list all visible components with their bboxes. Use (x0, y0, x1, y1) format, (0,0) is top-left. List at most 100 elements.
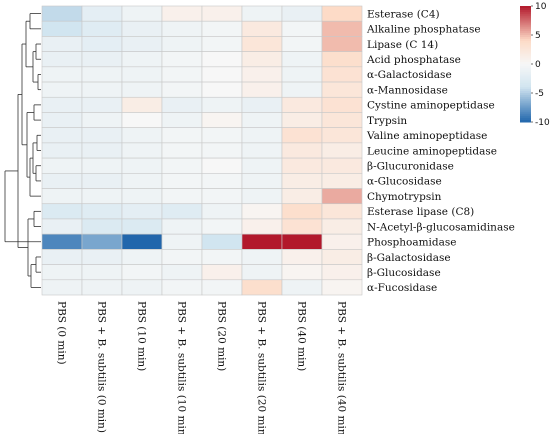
colorbar-segment (520, 21, 531, 24)
row-label: Phosphoamidase (367, 237, 457, 249)
heatmap-cell (321, 5, 363, 22)
column-label: PBS (10 min) (136, 301, 148, 371)
heatmap-cell (161, 127, 203, 144)
heatmap-cell (321, 112, 363, 128)
heatmap-cell (281, 142, 323, 159)
heatmap-cell (281, 188, 323, 205)
heatmap-cell (281, 112, 323, 128)
heatmap-cell (281, 96, 323, 113)
heatmap-cell (81, 81, 123, 98)
row-label: α-Glucosidase (367, 176, 442, 188)
heatmap-cell (161, 173, 203, 189)
heatmap-cell (281, 66, 323, 83)
heatmap-cell (241, 264, 283, 281)
colorbar-segment (520, 112, 531, 115)
colorbar-segment (520, 31, 531, 34)
heatmap-cell (241, 5, 283, 22)
colorbar-segment (520, 100, 531, 104)
heatmap-cell (281, 218, 323, 235)
heatmap-cell (201, 203, 243, 220)
row-dendrogram (4, 13, 41, 288)
heatmap-cell (321, 127, 363, 144)
heatmap-cell (201, 81, 243, 98)
heatmap-cell (241, 233, 283, 250)
heatmap-cell (41, 188, 83, 205)
row-label: β-Glucosidase (367, 267, 441, 279)
heatmap-cell (81, 218, 123, 235)
heatmap-cell (121, 264, 163, 281)
colorbar-segment (520, 73, 531, 77)
row-label: Alkaline phosphatase (366, 24, 481, 36)
colorbar-segment (520, 116, 531, 119)
heatmap-cell (321, 249, 363, 265)
colorbar-segment (520, 87, 531, 90)
colorbar-segment (520, 27, 531, 30)
heatmap-cell (241, 81, 283, 98)
colorbar-segment (520, 110, 531, 113)
colorbar-segment (520, 104, 531, 108)
colorbar-segment (520, 25, 531, 28)
colorbar-segment (520, 58, 531, 61)
heatmap-cell (161, 142, 203, 159)
heatmap-cell (241, 279, 283, 296)
heatmap-cell (241, 218, 283, 235)
colorbar-segment (520, 83, 531, 86)
colorbar-segment (520, 9, 531, 13)
heatmap-cell (241, 188, 283, 205)
colorbar-segment (520, 52, 531, 55)
heatmap-cell (41, 142, 83, 159)
colorbar-segment (520, 42, 531, 46)
colorbar-segment (520, 11, 531, 15)
heatmap-cell (121, 81, 163, 98)
heatmap-cell (81, 142, 123, 159)
heatmap-cell (161, 188, 203, 205)
heatmap-cell (281, 249, 323, 265)
heatmap-cell (321, 96, 363, 113)
heatmap-cell (121, 249, 163, 265)
heatmap-cell (81, 20, 123, 37)
heatmap-cell (321, 157, 363, 174)
heatmap-cell (321, 233, 363, 250)
heatmap-cell (201, 127, 243, 144)
heatmap-cell (321, 36, 363, 52)
colorbar-segment (520, 118, 531, 121)
heatmap-cell (201, 36, 243, 52)
colorbar-segment (520, 29, 531, 32)
heatmap-cell (321, 51, 363, 68)
heatmap-cell (201, 20, 243, 37)
heatmap-cell (81, 279, 123, 296)
heatmap-cell (201, 96, 243, 113)
heatmap-cell (41, 5, 83, 22)
heatmap-cell (281, 127, 323, 144)
heatmap-cell (41, 36, 83, 52)
heatmap-cell (241, 127, 283, 144)
heatmap-cell (281, 81, 323, 98)
heatmap-cell (321, 20, 363, 37)
colorbar-segment (520, 23, 531, 26)
column-label: PBS + B. subtilis (40 min) (336, 301, 348, 434)
heatmap-cell (241, 112, 283, 128)
colorbar-segment (520, 13, 531, 17)
heatmap-cell (281, 51, 323, 68)
colorbar-tick-label: -5 (535, 89, 544, 99)
colorbar-segment (520, 89, 531, 92)
heatmap-cell (81, 51, 123, 68)
heatmap-cell (161, 157, 203, 174)
heatmap-cell (161, 233, 203, 250)
heatmap-cell (81, 157, 123, 174)
colorbar-segment (520, 50, 531, 53)
heatmap-cell (321, 203, 363, 220)
heatmap-cell (121, 218, 163, 235)
heatmap-cell (201, 279, 243, 296)
column-label: PBS + B. subtilis (20 min) (256, 301, 268, 434)
heatmap-cell (161, 279, 203, 296)
heatmap-cell (41, 112, 83, 128)
heatmap-cell (161, 264, 203, 281)
heatmap-cell (121, 127, 163, 144)
heatmap-cell (321, 279, 363, 296)
heatmap-cell (321, 188, 363, 205)
heatmap-cell (81, 264, 123, 281)
heatmap-cell (121, 5, 163, 22)
row-label: Chymotrypsin (367, 191, 442, 203)
